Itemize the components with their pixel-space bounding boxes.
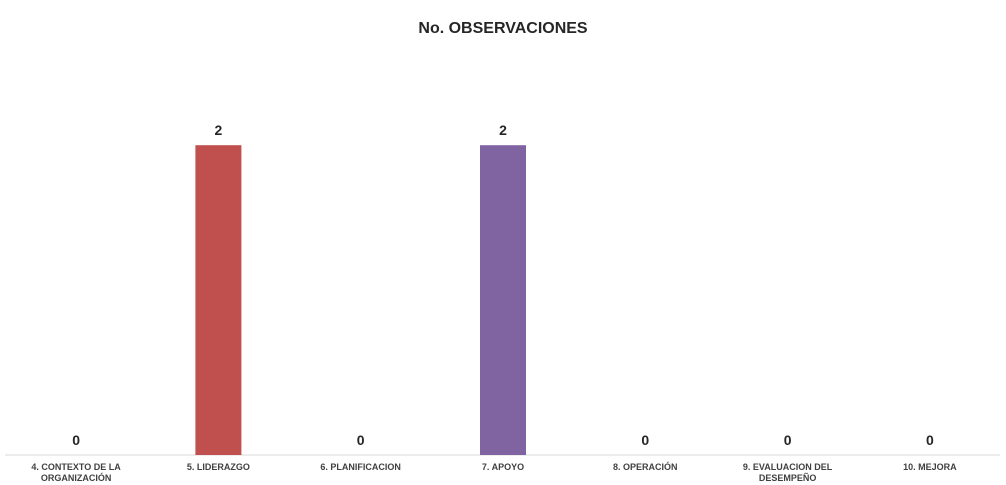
data-label-1: 0: [72, 432, 80, 448]
data-label-6: 0: [784, 432, 792, 448]
chart-title: No. OBSERVACIONES: [418, 20, 588, 37]
category-label-3: 6. PLANIFICACION: [320, 462, 401, 472]
category-label-6: 9. EVALUACION DEL DESEMPEÑO: [742, 462, 833, 483]
category-label-7: 10. MEJORA: [903, 462, 957, 472]
category-label-2: 5. LIDERAZGO: [186, 462, 250, 472]
category-label-5: 8. OPERACIÓN: [613, 462, 678, 472]
data-label-3: 0: [357, 432, 365, 448]
data-label-5: 0: [641, 432, 649, 448]
bar-2: [195, 145, 242, 455]
data-label-2: 2: [215, 122, 223, 138]
category-label-1: 4. CONTEXTO DE LA ORGANIZACIÓN: [31, 462, 121, 483]
data-label-7: 0: [926, 432, 934, 448]
category-label-4: 7. APOYO: [481, 462, 525, 472]
bar-4: [480, 145, 526, 455]
data-label-4: 2: [499, 122, 507, 138]
